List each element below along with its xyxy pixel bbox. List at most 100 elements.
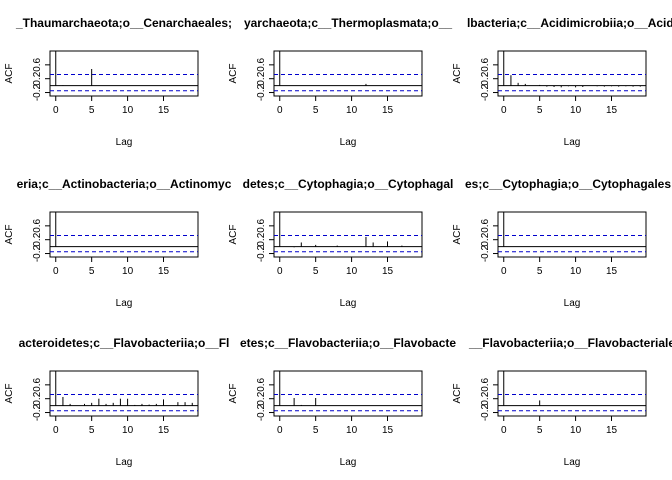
x-tick-label: 10 (122, 266, 134, 277)
y-tick-label: -0.2 (32, 403, 43, 421)
x-tick-label: 0 (501, 266, 507, 277)
x-tick-label: 0 (53, 425, 59, 436)
x-axis-label: Lag (340, 298, 357, 309)
acf-panel-4: 0 5 10 15 -0.20.20.6 Lag ACF (4, 211, 199, 309)
y-tick-label: 0.6 (480, 57, 491, 71)
x-tick-label: 10 (122, 425, 134, 436)
y-axis-label: ACF (4, 384, 15, 404)
acf-panel-8: 0 5 10 15 -0.20.20.6 Lag ACF (228, 370, 423, 468)
x-tick-label: 0 (277, 425, 283, 436)
x-tick-label: 10 (570, 266, 582, 277)
plot-frame (273, 50, 423, 97)
acf-panel-5: 0 5 10 15 -0.20.20.6 Lag ACF (228, 211, 423, 309)
y-tick-label: 0.6 (480, 377, 491, 391)
x-tick-label: 0 (501, 105, 507, 116)
panel-title: yarchaeota;c__Thermoplasmata;o__ (244, 16, 452, 30)
x-axis-label: Lag (116, 137, 133, 148)
acf-panel-9: 0 5 10 15 -0.20.20.6 Lag ACF (452, 370, 647, 468)
x-tick-label: 0 (53, 266, 59, 277)
x-tick-label: 0 (277, 105, 283, 116)
x-tick-label: 10 (346, 105, 358, 116)
y-axis-label: ACF (4, 64, 15, 84)
x-tick-label: 10 (346, 266, 358, 277)
x-axis-label: Lag (116, 457, 133, 468)
x-tick-label: 10 (122, 105, 134, 116)
y-axis-label: ACF (452, 225, 463, 245)
panel-title: __Flavobacteriia;o__Flavobacteriale (468, 336, 672, 350)
panel-title: etes;c__Flavobacteriia;o__Flavobacte (240, 336, 456, 350)
y-tick-label: 0.6 (32, 57, 43, 71)
x-tick-label: 15 (158, 425, 170, 436)
y-tick-label: 0.2 (480, 71, 491, 85)
panel-title: lbacteria;c__Acidimicrobiia;o__Acidi (467, 16, 672, 30)
x-tick-label: 5 (313, 266, 319, 277)
y-tick-label: 0.6 (256, 57, 267, 71)
x-tick-label: 15 (606, 266, 618, 277)
x-tick-label: 15 (606, 105, 618, 116)
panel-title: eria;c__Actinobacteria;o__Actinomyc (17, 177, 232, 191)
y-tick-label: -0.2 (256, 403, 267, 421)
y-tick-label: 0.2 (480, 232, 491, 246)
y-axis-label: ACF (452, 384, 463, 404)
y-tick-label: -0.2 (480, 244, 491, 262)
y-tick-label: 0.2 (32, 232, 43, 246)
y-tick-label: -0.2 (32, 83, 43, 101)
plot-frame (497, 50, 647, 97)
x-tick-label: 5 (89, 105, 95, 116)
y-tick-label: 0.6 (256, 377, 267, 391)
y-tick-label: 0.6 (32, 218, 43, 232)
y-axis-label: ACF (228, 225, 239, 245)
x-tick-label: 15 (382, 425, 394, 436)
panel-title: es;c__Cytophagia;o__Cytophagales;f (465, 177, 672, 191)
x-tick-label: 5 (89, 425, 95, 436)
x-tick-label: 0 (501, 425, 507, 436)
panel-title: _Thaumarchaeota;o__Cenarchaeales; (15, 16, 232, 30)
panel-title: acteroidetes;c__Flavobacteriia;o__Fl (19, 336, 230, 350)
acf-panel-6: 0 5 10 15 -0.20.20.6 Lag ACF (452, 211, 647, 309)
x-tick-label: 15 (382, 266, 394, 277)
y-axis-label: ACF (228, 384, 239, 404)
y-tick-label: -0.2 (480, 83, 491, 101)
x-tick-label: 15 (606, 425, 618, 436)
x-tick-label: 15 (382, 105, 394, 116)
plot-frame (497, 211, 647, 258)
x-axis-label: Lag (564, 137, 581, 148)
x-tick-label: 10 (570, 105, 582, 116)
x-tick-label: 5 (537, 105, 543, 116)
x-tick-label: 5 (537, 266, 543, 277)
x-tick-label: 5 (537, 425, 543, 436)
y-tick-label: -0.2 (256, 83, 267, 101)
y-tick-label: -0.2 (480, 403, 491, 421)
x-tick-label: 15 (158, 266, 170, 277)
x-tick-label: 10 (346, 425, 358, 436)
x-tick-label: 0 (277, 266, 283, 277)
y-axis-label: ACF (4, 225, 15, 245)
x-axis-label: Lag (564, 298, 581, 309)
plot-frame (273, 211, 423, 258)
y-tick-label: 0.2 (480, 391, 491, 405)
y-tick-label: 0.2 (256, 71, 267, 85)
x-tick-label: 0 (53, 105, 59, 116)
y-tick-label: 0.2 (32, 391, 43, 405)
x-axis-label: Lag (340, 457, 357, 468)
x-axis-label: Lag (564, 457, 581, 468)
x-tick-label: 15 (158, 105, 170, 116)
acf-panel-2: 0 5 10 15 -0.20.20.6 Lag ACF (228, 50, 423, 148)
x-tick-label: 10 (570, 425, 582, 436)
x-axis-label: Lag (116, 298, 133, 309)
acf-panel-3: 0 5 10 15 -0.20.20.6 Lag ACF (452, 50, 647, 148)
plot-frame (273, 370, 423, 417)
acf-panel-1: 0 5 10 15 -0.20.20.6 Lag ACF (4, 50, 199, 148)
y-axis-label: ACF (452, 64, 463, 84)
y-tick-label: 0.6 (480, 218, 491, 232)
y-tick-label: 0.2 (256, 391, 267, 405)
y-tick-label: 0.6 (256, 218, 267, 232)
y-tick-label: 0.2 (32, 71, 43, 85)
acf-panel-7: 0 5 10 15 -0.20.20.6 Lag ACF (4, 370, 199, 468)
panel-title: detes;c__Cytophagia;o__Cytophagal (243, 177, 454, 191)
y-tick-label: -0.2 (32, 244, 43, 262)
y-tick-label: 0.6 (32, 377, 43, 391)
